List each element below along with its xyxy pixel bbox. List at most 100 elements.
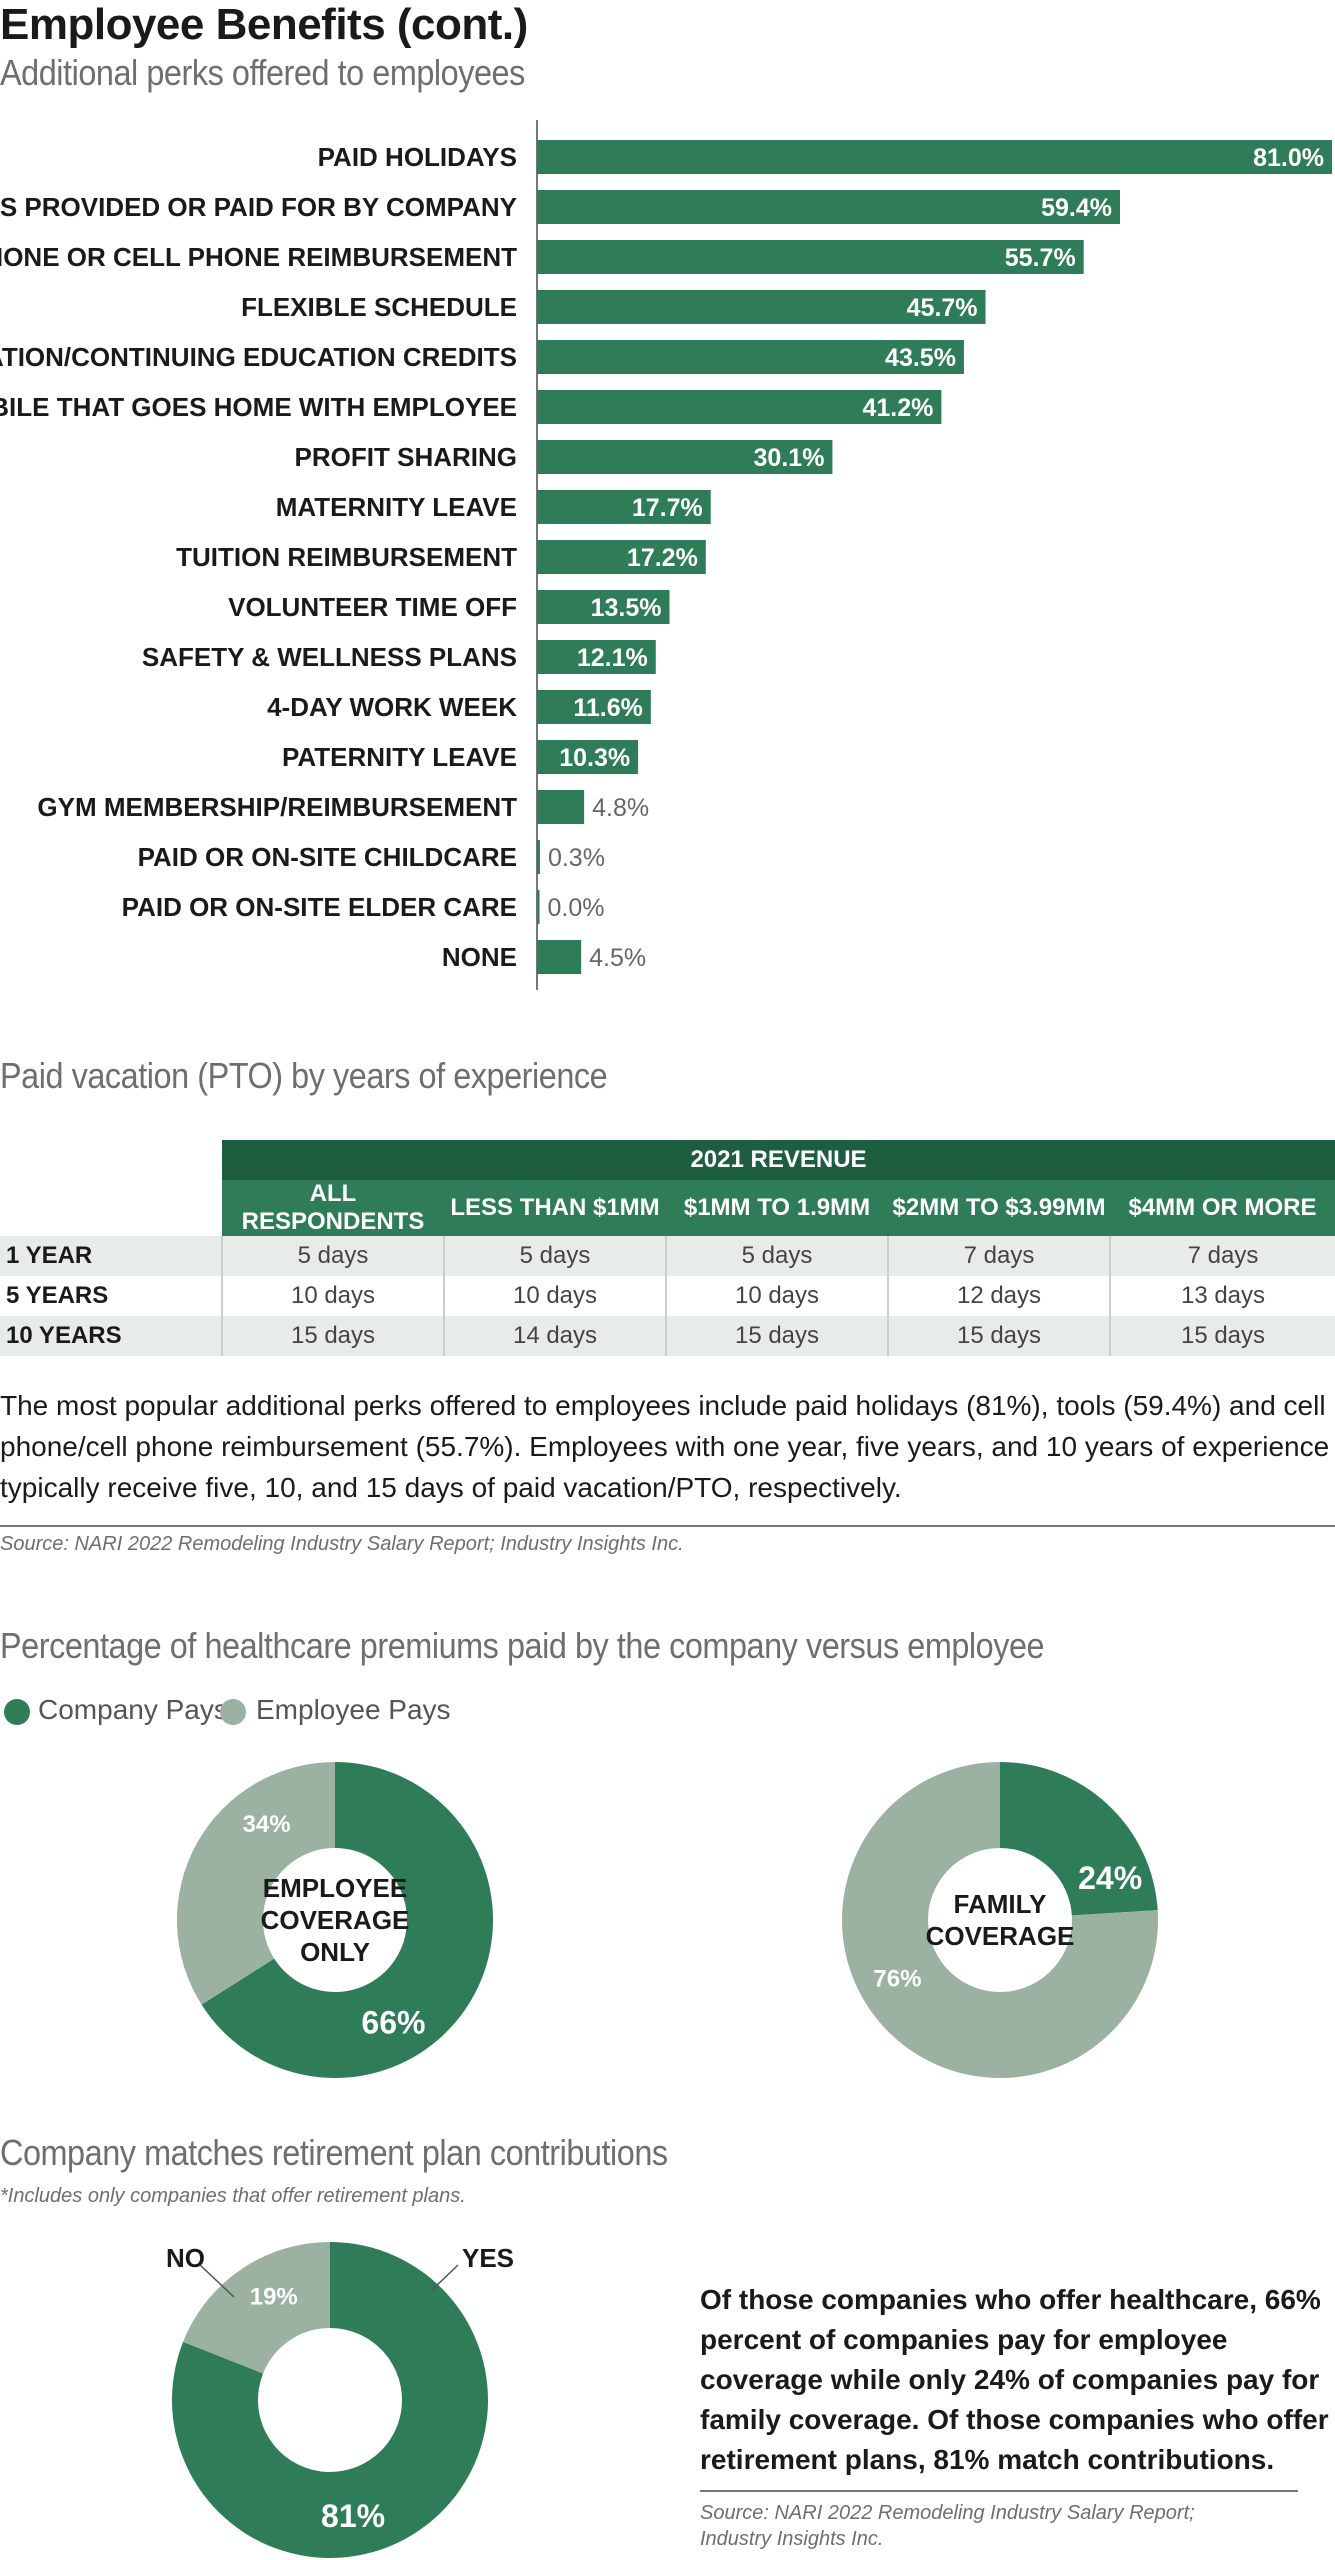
bar [537,890,540,924]
bar-category-label: PAID OR ON-SITE CHILDCARE [138,842,517,872]
bar [537,940,582,974]
retirement-title: Company matches retirement plan contribu… [0,2132,668,2173]
donut-value-label: 81% [321,2498,385,2534]
pto-column-header: LESS THAN $1MM [444,1180,666,1236]
bar-value-label: 30.1% [754,444,825,472]
bar-value-label: 55.7% [1005,244,1076,272]
retirement-source-note: Source: NARI 2022 Remodeling Industry Sa… [700,2502,1195,2550]
bar [537,640,656,674]
callout-line [431,2264,459,2291]
pto-row-label: 1 YEAR [0,1236,222,1276]
retirement-note: *Includes only companies that offer reti… [0,2185,466,2207]
table-cell: 7 days [887,1236,1110,1276]
summary-text: The most popular additional perks offere… [0,1390,1330,1503]
bar-category-label: PAID OR ON-SITE ELDER CARE [122,892,517,922]
bar-value-label: 17.7% [632,494,703,522]
table-row: 10 YEARS 15 days 14 days 15 days 15 days… [0,1316,1335,1356]
table-cell: 5 days [221,1236,444,1276]
bar-value-label: 10.3% [559,744,630,772]
donut-slice [1000,1762,1158,1916]
bar [537,490,711,524]
bar-category-label: VOLUNTEER TIME OFF [228,592,517,622]
bar-category-label: 4-DAY WORK WEEK [267,692,517,722]
pto-table: 2021 REVENUE ALL RESPONDENTS LESS THAN $… [0,1140,1335,1356]
bar [537,190,1120,224]
healthcare-title: Percentage of healthcare premiums paid b… [0,1625,1045,1666]
bar [537,540,706,574]
donut-slice [177,1762,335,2005]
table-cell: 15 days [1109,1316,1335,1356]
table-cell: 14 days [443,1316,666,1356]
legend-label-company: Company Pays [38,1694,228,1725]
perks-bar-chart: PAID HOLIDAYS 81.0% TOOLS PROVIDED OR PAID… [0,120,1332,990]
pto-column-header: $1MM TO 1.9MM [666,1180,888,1236]
bar-value-label: 4.8% [592,794,649,822]
bar-value-label: 43.5% [885,344,956,372]
pto-column-header-row: ALL RESPONDENTS LESS THAN $1MM $1MM TO 1… [0,1180,1335,1236]
table-cell: 10 days [443,1276,666,1316]
callout-line [199,2264,235,2298]
bar [537,790,585,824]
donut-value-label: 66% [361,2005,425,2041]
bar-category-label: TUITION REIMBURSEMENT [176,542,517,572]
donut-slice [842,1762,1158,2078]
retirement-summary-text: Of those companies who offer healthcare,… [700,2284,1329,2475]
legend-swatch-company [4,1699,30,1725]
bar-category-label: PATERNITY LEAVE [282,742,517,772]
donut-center-label: EMPLOYEE [263,1873,407,1903]
bar [537,740,639,774]
donut-center-label: ONLY [300,1937,370,1967]
bar-category-label: MATERNITY LEAVE [276,492,517,522]
pto-corner [0,1140,222,1180]
bar-value-label: 0.0% [548,894,605,922]
bar-category-label: AUTOMOBILE THAT GOES HOME WITH EMPLOYEE [0,392,517,422]
pto-column-header: ALL RESPONDENTS [222,1180,444,1236]
bar-value-label: 11.6% [573,694,643,722]
table-cell: 7 days [1109,1236,1335,1276]
bar-category-label: NONE [442,942,517,972]
donut-center-label: COVERAGE [926,1921,1075,1951]
bar-value-label: 59.4% [1041,194,1112,222]
table-row: 5 YEARS 10 days 10 days 10 days 12 days … [0,1276,1335,1316]
bar-value-label: 81.0% [1253,144,1324,172]
bar-value-label: 0.3% [548,844,605,872]
table-cell: 5 days [665,1236,888,1276]
donut-value-label: 34% [243,1811,291,1838]
pto-column-header: $2MM TO $3.99MM [888,1180,1110,1236]
donut-center-label: FAMILY [954,1889,1047,1919]
donut-slice [183,2242,330,2374]
table-cell: 12 days [887,1276,1110,1316]
table-cell: 5 days [443,1236,666,1276]
bar-value-label: 4.5% [589,944,646,972]
bar-category-label: PROFIT SHARING [295,442,517,472]
bar [537,390,942,424]
bar-category-label: SAFETY & WELLNESS PLANS [142,642,517,672]
bar-value-label: 41.2% [862,394,933,422]
bar-category-label: CELL PHONE OR CELL PHONE REIMBURSEMENT [0,242,517,272]
pto-row-label: 10 YEARS [0,1316,222,1356]
donut-slice [172,2242,489,2558]
table-cell: 10 days [665,1276,888,1316]
source-note: Source: NARI 2022 Remodeling Industry Sa… [0,1533,684,1555]
bar-value-label: 45.7% [907,294,978,322]
bar [537,590,670,624]
donut-retirement: 81% 19% YES NO [166,2242,514,2558]
bar [537,690,651,724]
bar-value-label: 12.1% [577,644,648,672]
bar [537,240,1084,274]
bar-category-label: PAID HOLIDAYS [318,142,517,172]
donut-slice [201,1762,493,2078]
bar [537,140,1332,174]
pto-corner [0,1180,222,1236]
table-cell: 15 days [887,1316,1110,1356]
table-cell: 15 days [665,1316,888,1356]
legend-swatch-employee [220,1699,246,1725]
table-cell: 10 days [221,1276,444,1316]
table-row: 1 YEAR 5 days 5 days 5 days 7 days 7 day… [0,1236,1335,1276]
bar-category-label: CERTIFICATION/CONTINUING EDUCATION CREDI… [0,342,517,372]
legend-label-employee: Employee Pays [256,1694,451,1725]
bar-category-label: GYM MEMBERSHIP/REIMBURSEMENT [37,792,517,822]
pto-group-header: 2021 REVENUE [222,1140,1335,1180]
